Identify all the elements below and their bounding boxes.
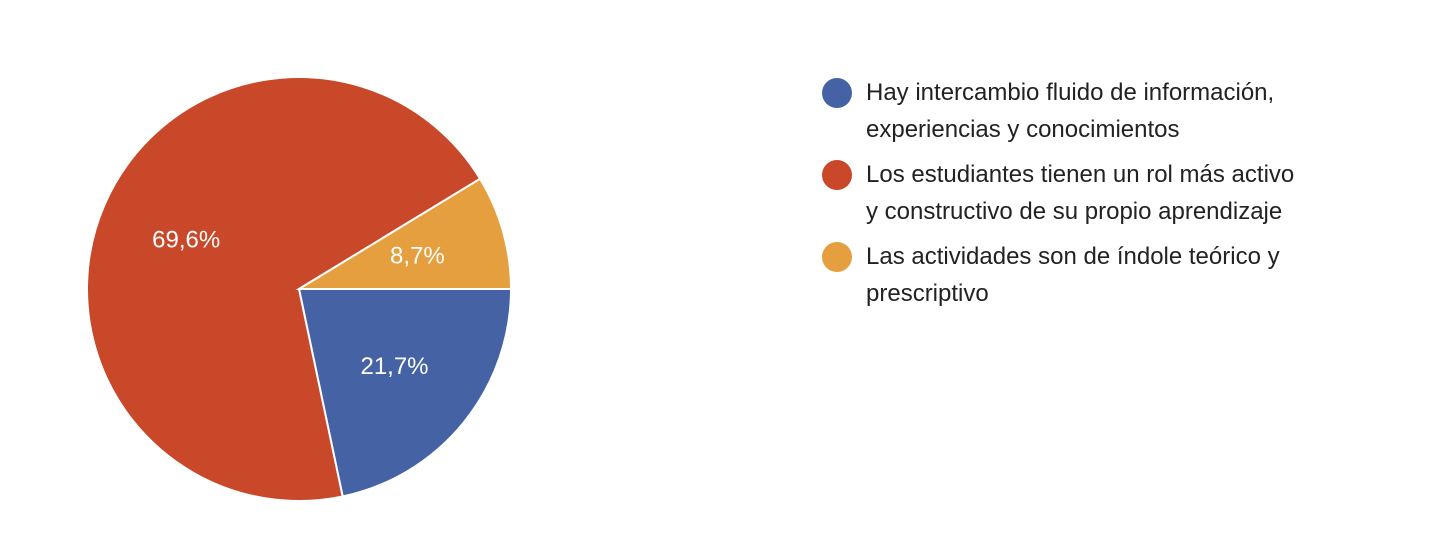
- legend-label-2-line2: prescriptivo: [866, 280, 989, 307]
- legend-label-0: Hay intercambio fluido de información, e…: [866, 74, 1274, 148]
- legend-label-2: Las actividades son de índole teórico y …: [866, 238, 1280, 312]
- pie-slice-2[interactable]: [295, 177, 513, 290]
- legend-item-2[interactable]: Las actividades son de índole teórico y …: [822, 238, 1382, 312]
- pie-slice-label-0: 21,7%: [360, 353, 428, 380]
- pie-slice-label-2: 8,7%: [390, 242, 445, 269]
- legend-swatch-0: [822, 78, 852, 108]
- legend-label-1-line1: Los estudiantes tienen un rol más activo: [866, 161, 1295, 188]
- pie-slice-0[interactable]: [297, 288, 513, 498]
- legend-label-1-line2: y constructivo de su propio aprendizaje: [866, 198, 1283, 225]
- pie-plot: 21,7% 69,6% 8,7%: [86, 76, 513, 502]
- legend-item-0[interactable]: Hay intercambio fluido de información, e…: [822, 74, 1382, 148]
- legend-item-1[interactable]: Los estudiantes tienen un rol más activo…: [822, 156, 1382, 230]
- pie-slice-label-1: 69,6%: [152, 227, 220, 254]
- legend-label-0-line1: Hay intercambio fluido de información,: [866, 79, 1275, 106]
- pie-slice-labels: 21,7% 69,6% 8,7%: [152, 227, 445, 380]
- pie-slices: [86, 76, 513, 502]
- legend-swatch-1: [822, 160, 852, 190]
- legend-label-1: Los estudiantes tienen un rol más activo…: [866, 156, 1294, 230]
- pie-slice-1[interactable]: [86, 76, 482, 502]
- legend-label-0-line2: experiencias y conocimientos: [866, 116, 1180, 143]
- legend-label-2-line1: Las actividades son de índole teórico y: [866, 243, 1280, 270]
- legend: Hay intercambio fluido de información, e…: [822, 74, 1382, 320]
- legend-swatch-2: [822, 242, 852, 272]
